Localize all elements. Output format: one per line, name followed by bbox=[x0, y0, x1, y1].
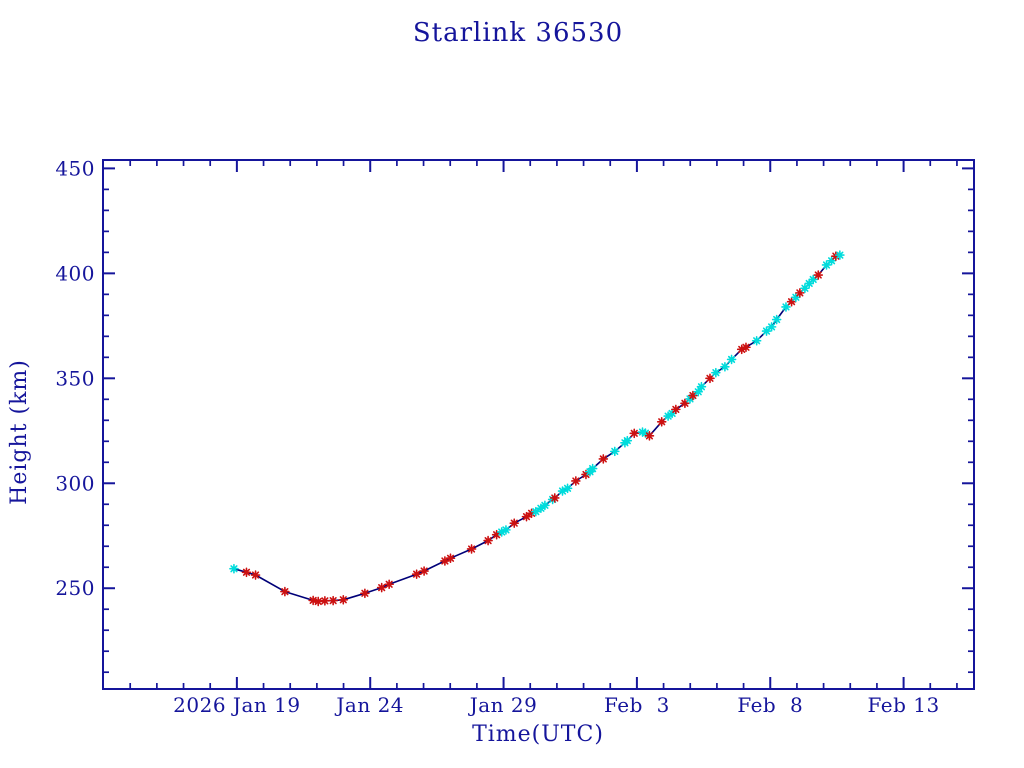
chart-title: Starlink 36530 bbox=[413, 18, 623, 48]
marker-red-asterisk bbox=[440, 556, 450, 566]
marker-red-asterisk bbox=[376, 582, 387, 593]
y-tick-label: 400 bbox=[55, 261, 95, 285]
x-tick-label: Jan 24 bbox=[334, 693, 404, 717]
x-tick-label: Feb 8 bbox=[737, 693, 803, 717]
marker-red-asterisk bbox=[831, 251, 841, 261]
marker-cyan-asterisk bbox=[531, 506, 541, 517]
marker-red-asterisk bbox=[795, 288, 805, 298]
marker-cyan-asterisk bbox=[720, 361, 730, 372]
marker-red-asterisk bbox=[491, 529, 502, 540]
marker-cyan-asterisk bbox=[781, 302, 791, 312]
marker-red-asterisk bbox=[313, 596, 324, 607]
marker-red-asterisk bbox=[338, 594, 349, 605]
marker-red-asterisk bbox=[411, 569, 422, 579]
marker-red-asterisk bbox=[360, 588, 370, 599]
x-tick-label: Feb 13 bbox=[867, 693, 939, 717]
marker-red-asterisk bbox=[483, 535, 493, 546]
marker-red-asterisk bbox=[526, 508, 537, 519]
x-tick-label: 2026 Jan 19 bbox=[173, 693, 300, 717]
x-axis-title: Time(UTC) bbox=[472, 722, 604, 747]
marker-red-asterisk bbox=[445, 553, 456, 564]
marker-red-asterisk bbox=[629, 428, 640, 439]
marker-red-asterisk bbox=[705, 373, 715, 384]
marker-cyan-asterisk bbox=[804, 278, 814, 289]
marker-cyan-asterisk bbox=[726, 354, 737, 365]
x-tick-label: Jan 29 bbox=[468, 693, 538, 717]
marker-cyan-asterisk bbox=[835, 250, 845, 260]
marker-cyan-asterisk bbox=[496, 527, 507, 537]
marker-cyan-asterisk bbox=[562, 483, 573, 494]
marker-cyan-asterisk bbox=[711, 367, 721, 378]
marker-red-asterisk bbox=[680, 398, 690, 409]
marker-cyan-asterisk bbox=[229, 563, 239, 574]
marker-cyan-asterisk bbox=[667, 408, 677, 419]
marker-cyan-asterisk bbox=[540, 500, 550, 511]
marker-cyan-asterisk bbox=[808, 274, 818, 285]
marker-cyan-asterisk bbox=[609, 446, 620, 457]
marker-cyan-asterisk bbox=[791, 292, 801, 303]
marker-red-asterisk bbox=[656, 416, 667, 427]
plot-frame bbox=[102, 159, 975, 690]
marker-red-asterisk bbox=[521, 511, 532, 522]
axis-ticks bbox=[103, 160, 974, 689]
y-tick-label: 450 bbox=[55, 156, 95, 180]
marker-red-asterisk bbox=[671, 404, 681, 415]
marker-cyan-asterisk bbox=[693, 386, 704, 397]
marker-red-asterisk bbox=[328, 595, 338, 606]
marker-red-asterisk bbox=[644, 431, 655, 441]
marker-red-asterisk bbox=[308, 595, 318, 606]
marker-red-asterisk bbox=[250, 570, 261, 580]
x-tick-label: Feb 3 bbox=[604, 693, 670, 717]
marker-cyan-asterisk bbox=[663, 411, 673, 421]
y-tick-label: 350 bbox=[55, 366, 95, 390]
marker-cyan-asterisk bbox=[761, 326, 772, 336]
marker-red-asterisk bbox=[419, 566, 429, 576]
marker-cyan-asterisk bbox=[696, 381, 707, 392]
marker-red-asterisk bbox=[688, 390, 698, 401]
marker-cyan-asterisk bbox=[640, 428, 651, 438]
marker-red-asterisk bbox=[581, 469, 591, 480]
y-axis-title: Height (km) bbox=[7, 359, 32, 505]
marker-cyan-asterisk bbox=[536, 503, 546, 514]
y-tick-label: 300 bbox=[55, 471, 95, 495]
marker-cyan-asterisk bbox=[826, 255, 837, 266]
marker-cyan-asterisk bbox=[800, 283, 810, 294]
marker-cyan-asterisk bbox=[771, 314, 782, 325]
marker-red-asterisk bbox=[466, 544, 477, 554]
marker-red-asterisk bbox=[736, 344, 747, 355]
marker-red-asterisk bbox=[813, 270, 824, 280]
axis-tick-labels: 2026 Jan 19 Jan 24 Jan 29 Feb 3 Feb 8 Feb 13 2… bbox=[55, 156, 939, 717]
marker-cyan-asterisk bbox=[557, 486, 568, 496]
marker-cyan-asterisk bbox=[501, 525, 511, 535]
marker-red-asterisk bbox=[384, 579, 394, 590]
marker-cyan-asterisk bbox=[622, 435, 633, 446]
marker-red-asterisk bbox=[280, 586, 290, 597]
marker-red-asterisk bbox=[741, 342, 751, 353]
marker-cyan-asterisk bbox=[766, 322, 777, 332]
marker-red-asterisk bbox=[571, 476, 581, 486]
plot-border bbox=[102, 159, 975, 690]
data-series bbox=[229, 250, 845, 607]
marker-cyan-asterisk bbox=[751, 335, 762, 346]
marker-cyan-asterisk bbox=[637, 427, 648, 437]
marker-red-asterisk bbox=[549, 493, 560, 503]
marker-cyan-asterisk bbox=[821, 260, 832, 270]
height-curve bbox=[233, 254, 841, 603]
marker-red-asterisk bbox=[509, 518, 520, 528]
y-tick-label: 250 bbox=[55, 576, 95, 600]
marker-red-asterisk bbox=[786, 296, 797, 307]
marker-red-asterisk bbox=[241, 567, 252, 578]
marker-red-asterisk bbox=[320, 596, 330, 606]
marker-red-asterisk bbox=[598, 454, 609, 464]
marker-cyan-asterisk bbox=[587, 463, 598, 474]
